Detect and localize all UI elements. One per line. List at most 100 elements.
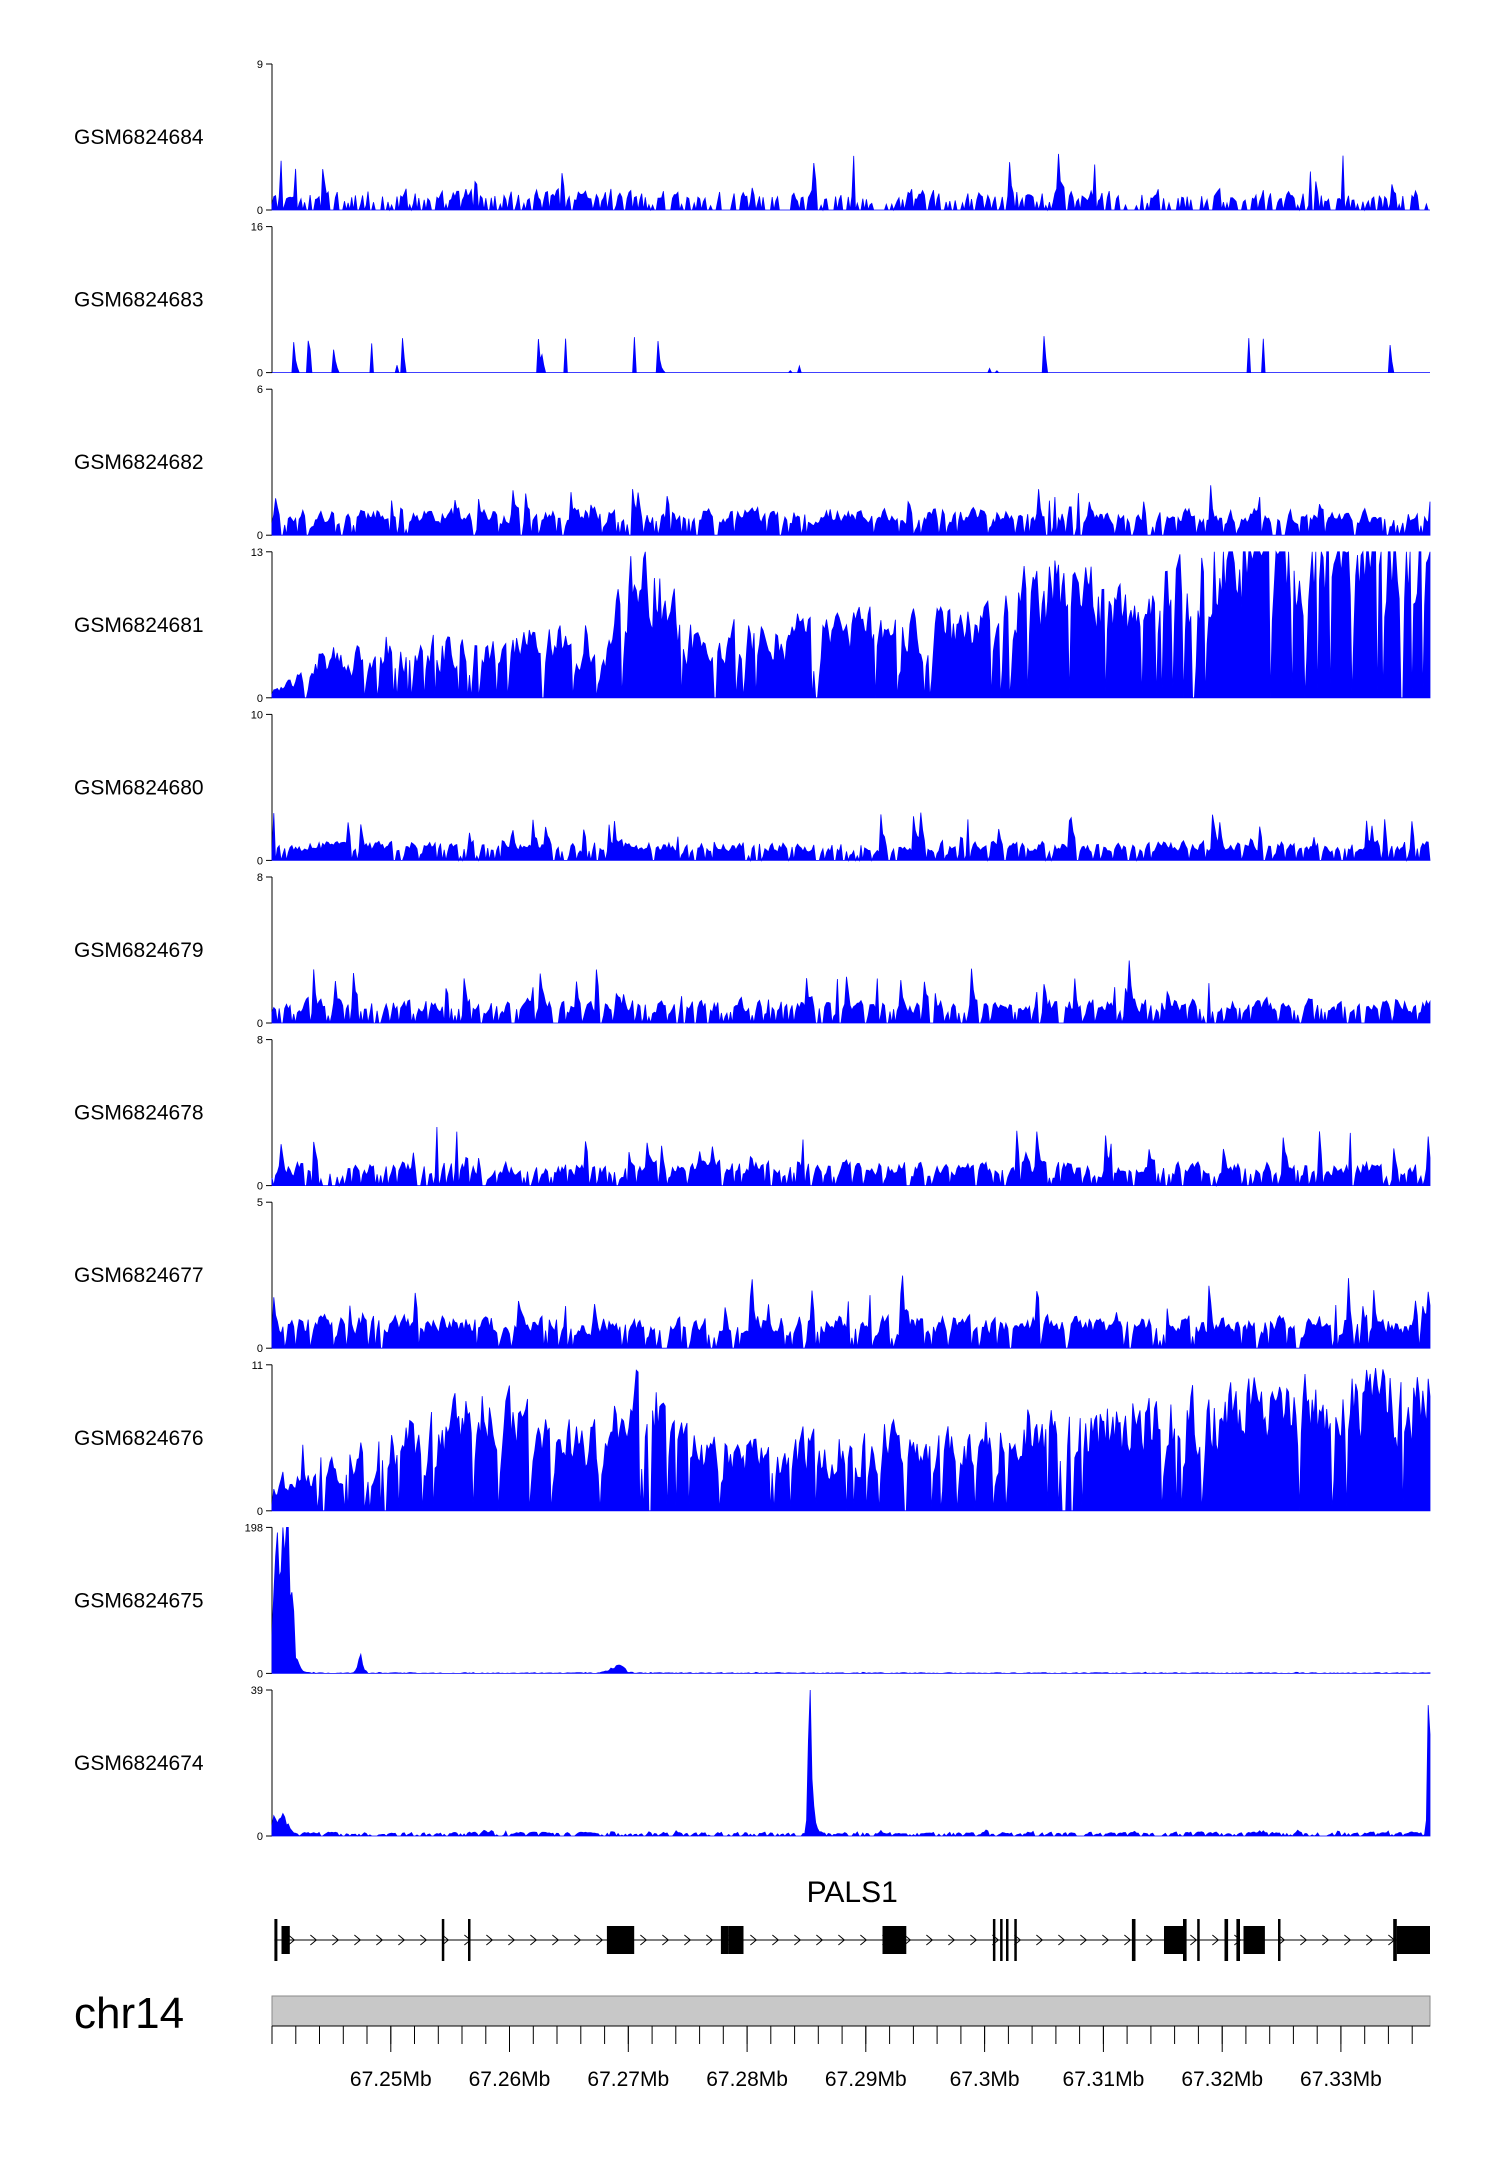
coverage-track: GSM6824674 39 0 [74,1685,1431,1843]
strand-arrow [1190,1934,1198,1946]
exon-block [1000,1919,1003,1961]
coverage-area [271,550,1431,699]
strand-arrow [838,1934,846,1946]
y-min-label: 0 [257,1343,263,1355]
strand-arrow [1102,1934,1110,1946]
strand-arrow [662,1934,670,1946]
strand-arrow [904,1934,912,1946]
exon-block [882,1926,907,1954]
track-label: GSM6824680 [74,776,204,799]
coverage-area [271,1126,1431,1188]
y-min-label: 0 [257,368,263,380]
strand-arrow [1366,1934,1374,1946]
track-label: GSM6824677 [74,1264,204,1287]
y-min-label: 0 [257,855,263,867]
coverage-area [271,1368,1431,1512]
coverage-area [271,812,1431,862]
coverage-track: GSM6824675 198 0 [74,1522,1431,1680]
y-max-label: 9 [257,59,263,71]
y-max-label: 39 [251,1685,263,1697]
strand-arrow [640,1934,648,1946]
gene-name-label: PALS1 [807,1876,898,1909]
y-max-label: 8 [257,1035,263,1047]
strand-arrow [574,1934,582,1946]
coverage-area [271,1527,1431,1674]
track-label: GSM6824683 [74,289,204,312]
strand-arrow [398,1934,406,1946]
exon-block [441,1919,445,1961]
coverage-track: GSM6824677 5 0 [74,1197,1431,1355]
coverage-area [271,485,1431,536]
track-label: GSM6824679 [74,939,204,962]
coverage-track: GSM6824682 6 0 [74,384,1431,542]
strand-arrow [772,1934,780,1946]
strand-arrow [508,1934,516,1946]
coverage-track: GSM6824679 8 0 [74,872,1431,1030]
axis-tick-label: 67.29Mb [825,2068,907,2091]
track-label: GSM6824684 [74,126,204,149]
axis-tick-label: 67.31Mb [1063,2068,1145,2091]
track-label: GSM6824674 [74,1752,204,1775]
track-label: GSM6824676 [74,1427,204,1450]
strand-arrow [1124,1934,1132,1946]
track-label: GSM6824675 [74,1589,204,1612]
y-min-label: 0 [257,1506,263,1518]
strand-arrow [486,1934,494,1946]
strand-arrow [1234,1934,1242,1946]
coverage-area [271,960,1431,1024]
strand-arrow [1300,1934,1308,1946]
strand-arrow [376,1934,384,1946]
exon-block [720,1926,728,1954]
strand-arrow [420,1934,428,1946]
y-min-label: 0 [257,1668,263,1680]
y-max-label: 11 [252,1360,263,1372]
y-min-label: 0 [257,205,263,217]
coverage-track: GSM6824684 9 0 [74,59,1430,217]
strand-arrow [1344,1934,1352,1946]
strand-arrow [816,1934,824,1946]
exon-block [728,1926,744,1954]
exon-block [1131,1919,1136,1961]
coverage-track: GSM6824683 16 0 [74,222,1430,380]
axis-tick-label: 67.25Mb [350,2068,432,2091]
exon-block [1197,1919,1200,1961]
strand-arrow [1146,1934,1154,1946]
axis-tick-label: 67.33Mb [1300,2068,1382,2091]
gene-model: PALS1 [274,1876,1430,1961]
strand-arrow [684,1934,692,1946]
chromosome-label: chr14 [74,1989,184,2038]
track-label: GSM6824678 [74,1102,204,1125]
coverage-track: GSM6824676 11 0 [74,1360,1431,1518]
axis-tick-label: 67.28Mb [706,2068,788,2091]
exon-block [468,1919,471,1961]
exon-block [992,1919,996,1961]
strand-arrow [948,1934,956,1946]
exon-block [1224,1919,1229,1961]
y-max-label: 10 [251,709,263,721]
strand-arrow [1322,1934,1330,1946]
strand-arrow [288,1934,296,1946]
exon-block [1243,1926,1265,1954]
y-min-label: 0 [257,530,263,542]
strand-arrow [706,1934,714,1946]
track-label: GSM6824682 [74,451,204,474]
exon-block [1236,1919,1240,1961]
y-min-label: 0 [257,693,263,705]
strand-arrow [310,1934,318,1946]
track-label: GSM6824681 [74,614,204,637]
strand-arrow [1036,1934,1044,1946]
y-max-label: 16 [251,222,263,234]
exon-block [1006,1919,1009,1961]
exon-block [1183,1919,1187,1961]
axis-tick-label: 67.3Mb [950,2068,1020,2091]
axis-tick-label: 67.27Mb [587,2068,669,2091]
strand-arrow [332,1934,340,1946]
y-max-label: 13 [251,547,263,559]
axis-tick-label: 67.32Mb [1181,2068,1263,2091]
coverage-tracks: GSM682468490GSM6824683160GSM682468260GSM… [74,59,1431,1843]
coverage-track: GSM6824680 10 0 [74,709,1431,867]
strand-arrow [1080,1934,1088,1946]
exon-block [1393,1919,1397,1961]
y-max-label: 8 [257,872,263,884]
